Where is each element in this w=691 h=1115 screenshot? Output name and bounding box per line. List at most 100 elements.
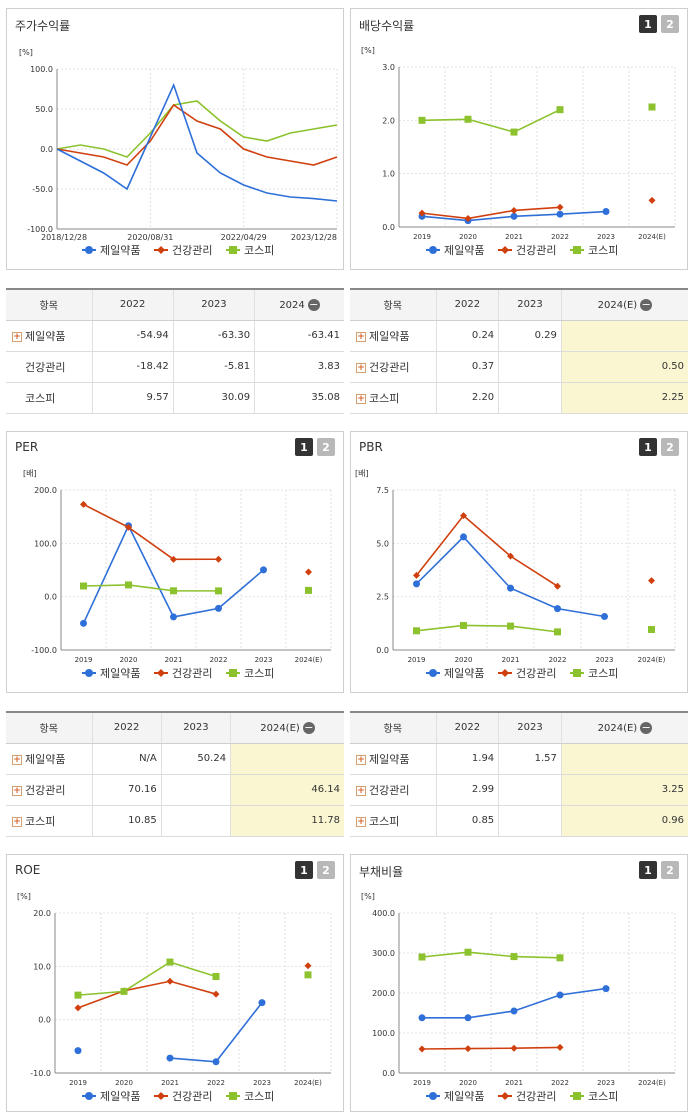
tab-1[interactable]: 1	[295, 861, 313, 879]
y-unit-label: [%]	[361, 892, 375, 901]
series-line	[83, 584, 219, 592]
legend-label: 건강관리	[172, 1090, 212, 1103]
data-point	[510, 206, 518, 214]
x-tick-label: 2021	[161, 1079, 179, 1087]
data-point	[170, 587, 177, 595]
dividend-yield-table: 항목 2022 2023 2024(E) − + 제일약품 0.24 0.29 + 건…	[350, 288, 688, 414]
legend-marker	[429, 246, 437, 254]
y-tick-label: 100.0	[372, 1029, 395, 1038]
data-point	[304, 962, 312, 970]
cell: 9.57	[91, 382, 174, 414]
row-label[interactable]: + 건강관리	[6, 774, 92, 806]
per-panel: PER 1 2 [배] 200.0 100.0 0.0 -100.0 2019 2020 20…	[6, 431, 344, 693]
legend-label: 제일약품	[100, 666, 140, 680]
expand-icon[interactable]: +	[356, 754, 366, 765]
legend-marker	[573, 246, 581, 254]
chart-tabs: 1 2	[295, 861, 335, 879]
legend-marker	[501, 669, 509, 677]
tab-2[interactable]: 2	[661, 15, 679, 33]
tab-1[interactable]: 1	[639, 438, 657, 456]
x-tick-label: 2018/12/28	[41, 233, 87, 242]
series-line	[77, 961, 217, 996]
data-point	[556, 1043, 564, 1051]
tab-1[interactable]: 1	[639, 15, 657, 33]
x-tick-label: 2024(E)	[294, 1079, 322, 1087]
x-tick-label: 2023	[255, 656, 273, 664]
y-tick-label: 100.0	[34, 539, 57, 548]
expand-icon[interactable]: +	[356, 362, 366, 373]
price-return-panel: 주가수익률 [%] 100.0 50.0 0.0 -50.0 -100.0 2018/12/…	[6, 8, 344, 270]
chart-tabs: 1 2	[295, 438, 335, 456]
series-line	[415, 514, 558, 587]
cell: 3.83	[254, 351, 344, 383]
row-label[interactable]: + 건강관리	[350, 774, 436, 806]
row-label[interactable]: + 코스피	[350, 805, 436, 837]
cell	[160, 805, 231, 837]
data-point	[166, 958, 174, 966]
x-tick-label: 2023	[596, 656, 614, 664]
row-label[interactable]: + 제일약품	[6, 320, 92, 352]
data-point	[166, 977, 174, 985]
x-tick-label: 2019	[413, 233, 431, 241]
expand-icon[interactable]: +	[356, 393, 366, 404]
col-header-label: 2024(E)	[597, 299, 638, 311]
cell: 30.09	[172, 382, 255, 414]
data-point	[304, 971, 312, 979]
expand-icon[interactable]: +	[12, 754, 22, 765]
collapse-icon[interactable]: −	[640, 720, 653, 734]
expand-icon[interactable]: +	[12, 785, 22, 796]
tab-2[interactable]: 2	[317, 861, 335, 879]
collapse-icon[interactable]: −	[307, 297, 320, 311]
data-point	[418, 116, 426, 124]
table-row: + 코스피 0.85 0.96	[350, 805, 688, 837]
table-row: + 제일약품 N/A 50.24	[6, 743, 344, 775]
cell: 50.24	[160, 743, 231, 775]
cell: 2.20	[435, 382, 499, 414]
expand-icon[interactable]: +	[356, 331, 366, 342]
data-point	[80, 619, 87, 627]
series-line	[421, 951, 561, 959]
data-point	[212, 972, 220, 980]
row-label[interactable]: + 제일약품	[6, 743, 92, 775]
x-tick-label: 2019	[408, 656, 426, 664]
tab-2[interactable]: 2	[661, 861, 679, 879]
tab-2[interactable]: 2	[317, 438, 335, 456]
y-tick-label: 100.0	[30, 65, 53, 74]
expand-icon[interactable]: +	[12, 816, 22, 827]
table-row: 코스피 9.57 30.09 35.08	[6, 382, 344, 414]
expand-icon[interactable]: +	[356, 816, 366, 827]
y-tick-label: 10.0	[33, 962, 51, 971]
collapse-icon[interactable]: −	[302, 720, 315, 734]
expand-icon[interactable]: +	[356, 785, 366, 796]
tab-1[interactable]: 1	[295, 438, 313, 456]
x-tick-label: 2020	[115, 1079, 133, 1087]
data-point	[413, 580, 420, 588]
row-label[interactable]: + 건강관리	[350, 351, 436, 383]
cell: 35.08	[254, 382, 344, 414]
legend-marker	[85, 669, 93, 677]
row-label[interactable]: + 코스피	[350, 382, 436, 414]
dividend-yield-panel: 배당수익률 1 2 [%] 3.0 2.0 1.0 0.0 2019 2020 2021 202…	[350, 8, 688, 270]
row-label[interactable]: + 코스피	[6, 805, 92, 837]
tab-1[interactable]: 1	[639, 861, 657, 879]
col-header: 2023	[498, 711, 562, 744]
data-point	[510, 1007, 518, 1015]
data-point	[80, 500, 87, 508]
data-point	[556, 210, 564, 218]
legend-marker	[229, 246, 237, 254]
table-row: 건강관리 -18.42 -5.81 3.83	[6, 351, 344, 383]
col-header-label: 2024(E)	[597, 722, 638, 734]
collapse-icon[interactable]: −	[640, 297, 653, 311]
row-label[interactable]: + 제일약품	[350, 743, 436, 775]
row-label[interactable]: + 제일약품	[350, 320, 436, 352]
tab-2[interactable]: 2	[661, 438, 679, 456]
chart-tabs: 1 2	[639, 438, 679, 456]
y-tick-label: 0.0	[38, 1016, 51, 1025]
legend-marker	[429, 669, 437, 677]
panel-title: ROE	[15, 863, 41, 877]
x-tick-label: 2019	[75, 656, 93, 664]
expand-icon[interactable]: +	[12, 331, 22, 342]
x-tick-label: 2020	[455, 656, 473, 664]
chart-tabs: 1 2	[639, 15, 679, 33]
